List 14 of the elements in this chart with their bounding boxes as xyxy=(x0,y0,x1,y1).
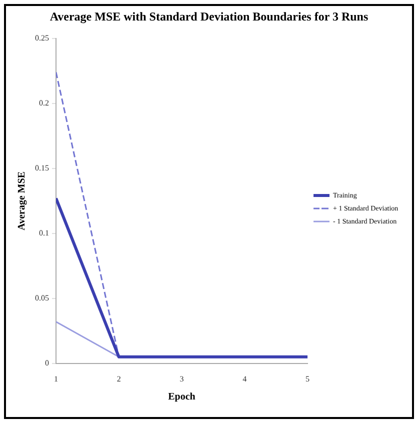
x-tick-label: 2 xyxy=(116,374,121,384)
x-tick-label: 5 xyxy=(306,374,310,384)
chart-title: Average MSE with Standard Deviation Boundaries for 3 Runs xyxy=(50,9,368,24)
x-axis-title: Epoch xyxy=(168,392,196,403)
y-tick-label: 0.05 xyxy=(35,293,49,302)
x-tick-label: 3 xyxy=(180,374,184,384)
x-tick-label: 4 xyxy=(242,374,247,384)
y-tick-label: 0.15 xyxy=(35,163,49,172)
y-tick-label: 0.2 xyxy=(39,98,49,108)
y-tick-label: 0 xyxy=(45,358,49,368)
y-tick-label: 0.1 xyxy=(39,228,49,238)
x-tick-label: 1 xyxy=(54,374,58,384)
y-axis-title: Average MSE xyxy=(16,171,28,230)
y-tick-label: 0.25 xyxy=(35,33,49,42)
